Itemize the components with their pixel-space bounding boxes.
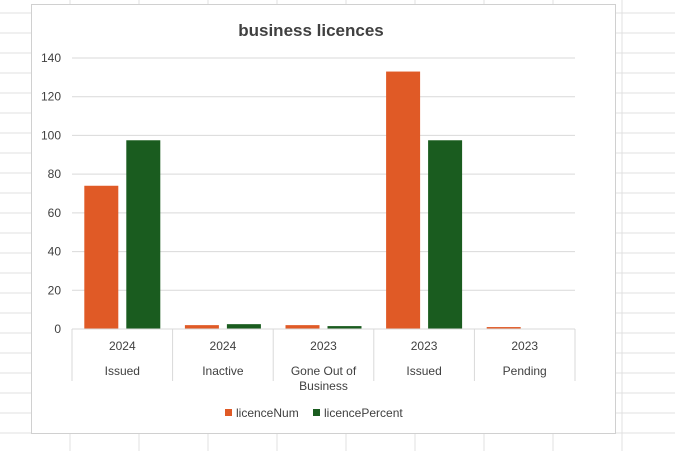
legend-swatch-licenceNum (225, 409, 232, 416)
legend-swatch-licencePercent (313, 409, 320, 416)
y-tick-label: 140 (41, 51, 61, 65)
y-tick-label: 120 (41, 90, 61, 104)
chart-canvas: business licences 0 20 40 60 80 100 120 140 202… (41, 21, 576, 420)
category-axis: 2024 Issued 2024 Inactive 2023 Gone Out ofBus… (71, 328, 576, 393)
y-axis-ticks: 0 20 40 60 80 100 120 140 (41, 51, 61, 336)
category-year-label: 2023 (411, 339, 438, 353)
category-status-label: Inactive (202, 364, 244, 378)
bar-licencePercent (226, 324, 261, 329)
bars (84, 71, 521, 330)
category-status-label: Business (299, 379, 348, 393)
category-year-label: 2023 (310, 339, 337, 353)
y-tick-label: 40 (48, 245, 62, 259)
category-year-label: 2024 (109, 339, 136, 353)
bar-licenceNum (285, 325, 320, 329)
y-tick-label: 60 (48, 206, 62, 220)
category-status-label: Issued (105, 364, 140, 378)
legend-label-licenceNum: licenceNum (236, 406, 299, 420)
y-tick-label: 0 (54, 322, 61, 336)
legend: licenceNum licencePercent (225, 406, 403, 420)
bar-licencePercent (126, 140, 161, 329)
bar-licenceNum (84, 185, 119, 329)
chart-area[interactable]: business licences 0 20 40 60 80 100 120 140 202… (31, 4, 616, 434)
y-tick-label: 20 (48, 283, 62, 297)
category-status-label: Issued (406, 364, 441, 378)
bar-licenceNum (184, 325, 219, 329)
y-tick-label: 80 (48, 167, 62, 181)
category-status-label: Gone Out of (291, 364, 357, 378)
bar-licencePercent (327, 326, 362, 329)
bar-licencePercent (428, 140, 463, 329)
bar-licenceNum (386, 71, 421, 330)
category-year-label: 2024 (210, 339, 237, 353)
chart-title: business licences (238, 21, 384, 40)
y-tick-label: 100 (41, 128, 61, 142)
bar-licenceNum (486, 327, 521, 329)
category-year-label: 2023 (511, 339, 538, 353)
legend-label-licencePercent: licencePercent (324, 406, 403, 420)
category-status-label: Pending (503, 364, 547, 378)
